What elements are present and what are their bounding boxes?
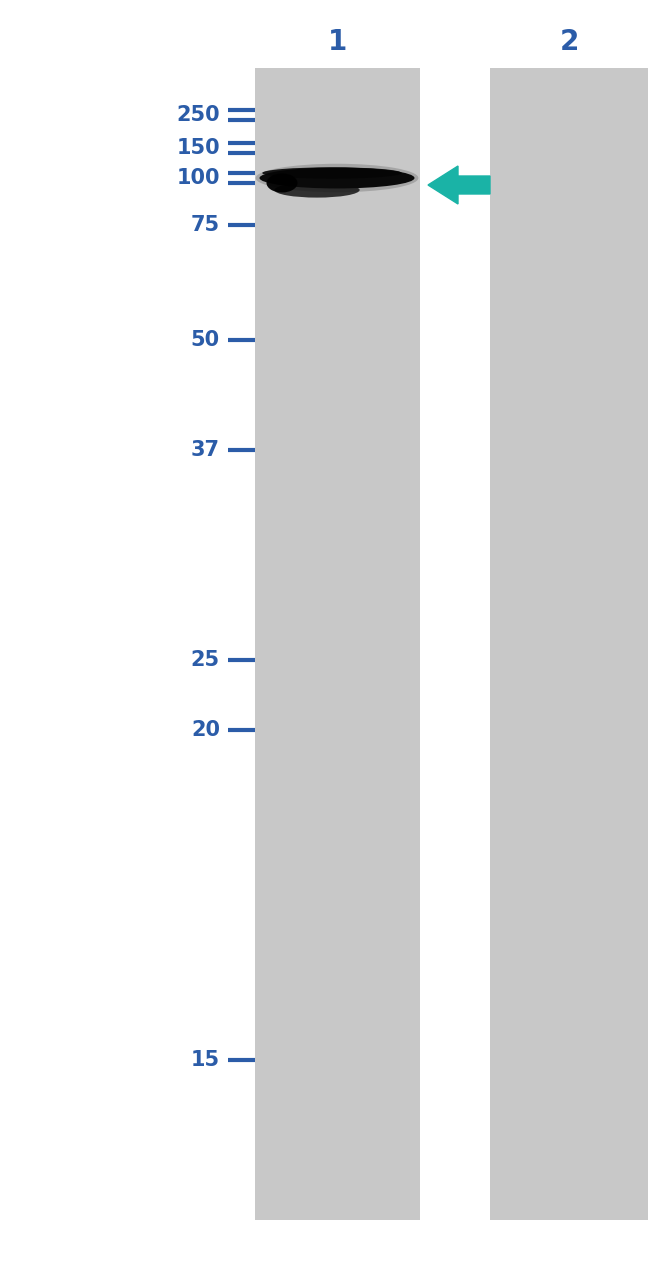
Text: 1: 1 [328, 28, 347, 56]
Ellipse shape [274, 183, 359, 198]
Text: 75: 75 [191, 215, 220, 235]
Text: 100: 100 [177, 168, 220, 188]
Text: 37: 37 [191, 439, 220, 460]
Text: 20: 20 [191, 720, 220, 740]
Bar [490, 69, 648, 1220]
Text: 2: 2 [559, 28, 578, 56]
Ellipse shape [262, 168, 402, 179]
FancyArrow shape [428, 166, 490, 204]
Text: 250: 250 [176, 105, 220, 124]
Bar [255, 69, 420, 1220]
Text: 150: 150 [176, 138, 220, 157]
Text: 15: 15 [191, 1050, 220, 1071]
Ellipse shape [255, 164, 419, 192]
Text: 50: 50 [191, 330, 220, 351]
Ellipse shape [259, 168, 415, 188]
Text: 25: 25 [191, 650, 220, 671]
Ellipse shape [266, 174, 298, 193]
